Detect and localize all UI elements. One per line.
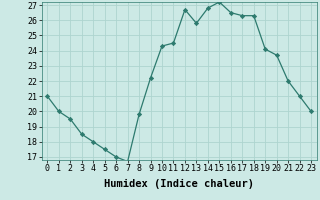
X-axis label: Humidex (Indice chaleur): Humidex (Indice chaleur)	[104, 179, 254, 189]
